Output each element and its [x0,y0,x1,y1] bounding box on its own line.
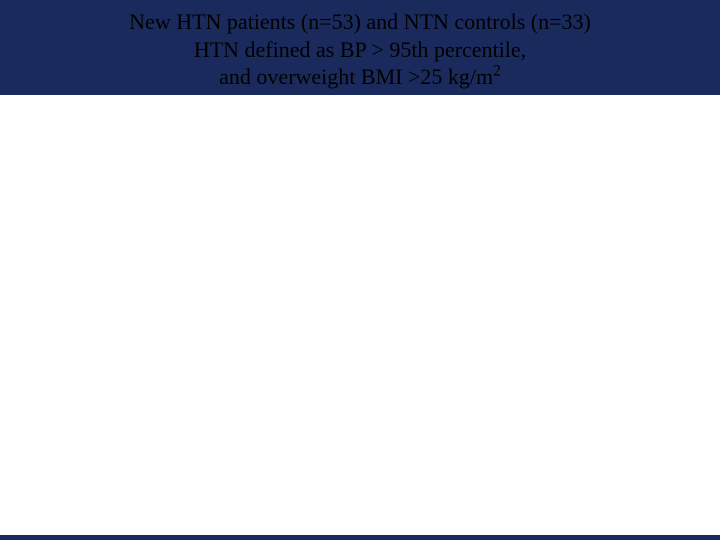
content-area [0,95,720,535]
title-line-3-text: and overweight BMI >25 kg/m [219,64,493,89]
title-line-3: and overweight BMI >25 kg/m2 [60,63,660,91]
title-line-3-superscript: 2 [493,63,501,80]
title-line-2: HTN defined as BP > 95th percentile, [60,36,660,64]
slide-header: New HTN patients (n=53) and NTN controls… [0,0,720,91]
title-line-1: New HTN patients (n=53) and NTN controls… [60,8,660,36]
